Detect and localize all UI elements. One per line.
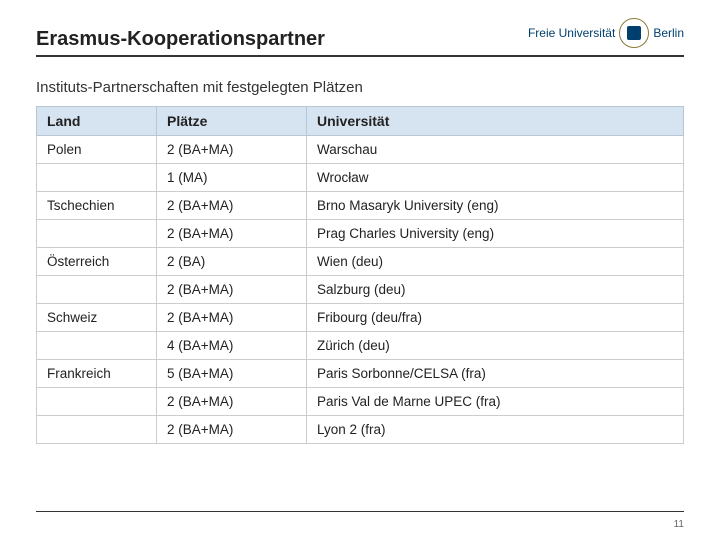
table-row: Tschechien2 (BA+MA)Brno Masaryk Universi… — [37, 192, 684, 220]
table-cell: 2 (BA+MA) — [157, 136, 307, 164]
table-cell: 2 (BA+MA) — [157, 416, 307, 444]
table-cell — [37, 332, 157, 360]
logo-seal-icon — [619, 18, 649, 48]
table-row: Frankreich5 (BA+MA)Paris Sorbonne/CELSA … — [37, 360, 684, 388]
table-row: 2 (BA+MA)Prag Charles University (eng) — [37, 220, 684, 248]
university-logo: Freie Universität Berlin — [528, 18, 684, 48]
table-cell: Salzburg (deu) — [307, 276, 684, 304]
footer-line — [36, 511, 684, 512]
table-row: 2 (BA+MA)Salzburg (deu) — [37, 276, 684, 304]
table-cell: 1 (MA) — [157, 164, 307, 192]
table-row: Österreich2 (BA)Wien (deu) — [37, 248, 684, 276]
table-cell: 5 (BA+MA) — [157, 360, 307, 388]
col-header-universitaet: Universität — [307, 107, 684, 136]
partnerships-table: Land Plätze Universität Polen2 (BA+MA)Wa… — [36, 106, 684, 444]
table-cell: Frankreich — [37, 360, 157, 388]
table-cell: 2 (BA) — [157, 248, 307, 276]
table-cell: 4 (BA+MA) — [157, 332, 307, 360]
table-cell: Lyon 2 (fra) — [307, 416, 684, 444]
partnerships-table-wrap: Land Plätze Universität Polen2 (BA+MA)Wa… — [0, 106, 720, 444]
table-cell: Prag Charles University (eng) — [307, 220, 684, 248]
table-cell: Tschechien — [37, 192, 157, 220]
table-row: 2 (BA+MA)Lyon 2 (fra) — [37, 416, 684, 444]
col-header-plaetze: Plätze — [157, 107, 307, 136]
table-cell: Wrocław — [307, 164, 684, 192]
table-cell: Wien (deu) — [307, 248, 684, 276]
col-header-land: Land — [37, 107, 157, 136]
table-row: Polen2 (BA+MA)Warschau — [37, 136, 684, 164]
table-row: 2 (BA+MA)Paris Val de Marne UPEC (fra) — [37, 388, 684, 416]
table-cell: Polen — [37, 136, 157, 164]
table-cell: Österreich — [37, 248, 157, 276]
logo-text-left: Freie Universität — [528, 26, 615, 40]
table-cell: 2 (BA+MA) — [157, 220, 307, 248]
table-cell: Zürich (deu) — [307, 332, 684, 360]
table-cell: Fribourg (deu/fra) — [307, 304, 684, 332]
table-cell: 2 (BA+MA) — [157, 192, 307, 220]
table-cell: Warschau — [307, 136, 684, 164]
table-row: Schweiz2 (BA+MA)Fribourg (deu/fra) — [37, 304, 684, 332]
subtitle: Instituts-Partnerschaften mit festgelegt… — [0, 65, 720, 106]
table-cell — [37, 220, 157, 248]
table-cell: Paris Val de Marne UPEC (fra) — [307, 388, 684, 416]
table-cell: Paris Sorbonne/CELSA (fra) — [307, 360, 684, 388]
page-number: 11 — [674, 519, 684, 530]
table-cell — [37, 388, 157, 416]
table-cell: Schweiz — [37, 304, 157, 332]
table-cell: Brno Masaryk University (eng) — [307, 192, 684, 220]
title-underline — [36, 55, 684, 57]
table-cell — [37, 416, 157, 444]
table-body: Polen2 (BA+MA)Warschau1 (MA)WrocławTsche… — [37, 136, 684, 444]
table-cell — [37, 164, 157, 192]
table-row: 1 (MA)Wrocław — [37, 164, 684, 192]
header: Freie Universität Berlin Erasmus-Koopera… — [0, 0, 720, 65]
table-cell: 2 (BA+MA) — [157, 388, 307, 416]
table-row: 4 (BA+MA)Zürich (deu) — [37, 332, 684, 360]
logo-text-right: Berlin — [653, 26, 684, 40]
table-header-row: Land Plätze Universität — [37, 107, 684, 136]
table-cell — [37, 276, 157, 304]
table-cell: 2 (BA+MA) — [157, 304, 307, 332]
table-cell: 2 (BA+MA) — [157, 276, 307, 304]
